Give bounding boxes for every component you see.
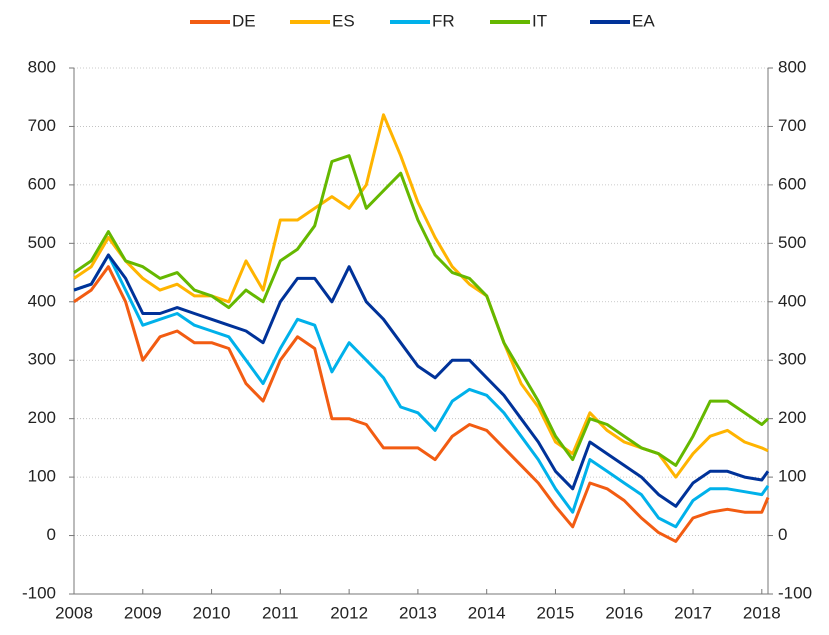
y-tick-label: 100 (28, 467, 56, 486)
y2-tick-label: -100 (778, 583, 812, 602)
y-tick-label: 300 (28, 350, 56, 369)
series-line (73, 113, 769, 479)
y2-tick-label: 700 (778, 116, 806, 135)
legend-label: ES (332, 11, 355, 30)
y2-tick-label: 800 (778, 57, 806, 76)
series-line (73, 253, 770, 529)
x-tick-label: 2016 (605, 603, 643, 622)
y2-tick-label: 600 (778, 174, 806, 193)
series-line (73, 154, 770, 467)
y-tick-label: 400 (28, 291, 56, 310)
x-tick-label: 2015 (537, 603, 575, 622)
legend-label: EA (632, 11, 655, 30)
y-tick-label: 200 (28, 408, 56, 427)
x-tick-label: 2010 (193, 603, 231, 622)
y2-tick-label: 100 (778, 467, 806, 486)
y-tick-label: 700 (28, 116, 56, 135)
legend-label: IT (532, 11, 547, 30)
legend-label: DE (232, 11, 256, 30)
y-tick-label: -100 (22, 583, 56, 602)
y2-tick-label: 300 (778, 350, 806, 369)
y2-tick-label: 200 (778, 408, 806, 427)
x-tick-label: 2017 (674, 603, 712, 622)
y-tick-label: 500 (28, 233, 56, 252)
series-line (73, 265, 770, 543)
y2-tick-label: 0 (778, 525, 787, 544)
y-tick-label: 0 (47, 525, 56, 544)
x-tick-label: 2009 (124, 603, 162, 622)
y-tick-label: 600 (28, 174, 56, 193)
y-tick-label: 800 (28, 57, 56, 76)
x-tick-label: 2011 (262, 603, 299, 622)
x-tick-label: 2013 (399, 603, 437, 622)
y2-tick-label: 400 (778, 291, 806, 310)
series-line (73, 253, 770, 508)
x-tick-label: 2008 (55, 603, 93, 622)
y2-tick-label: 500 (778, 233, 806, 252)
x-tick-label: 2012 (330, 603, 368, 622)
x-tick-label: 2014 (468, 603, 506, 622)
legend-label: FR (432, 11, 455, 30)
x-tick-label: 2018 (743, 603, 781, 622)
